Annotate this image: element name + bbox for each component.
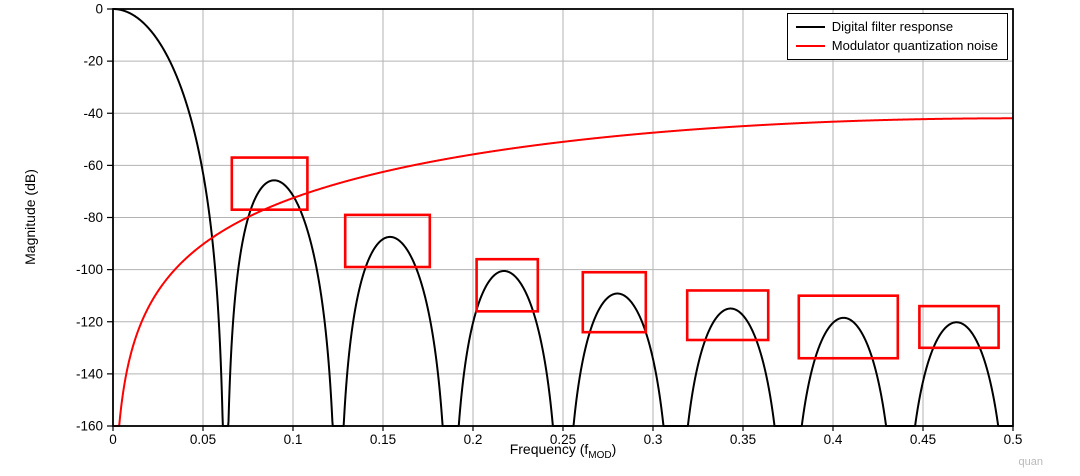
x-tick-label: 0.15 <box>370 432 396 447</box>
highlight-box <box>475 257 540 313</box>
y-tick-label: -140 <box>76 366 103 381</box>
x-tick-label: 0.2 <box>464 432 483 447</box>
highlight-box <box>343 213 432 269</box>
x-axis-title-prefix: Frequency (f <box>509 441 589 457</box>
y-tick-label: -60 <box>83 158 103 173</box>
y-tick-label: -80 <box>83 210 103 225</box>
x-tick-label: 0.35 <box>730 432 756 447</box>
legend-line-filter-response <box>795 26 825 28</box>
x-tick-label: 0.45 <box>910 432 936 447</box>
y-axis-title: Magnitude (dB) <box>22 169 38 265</box>
highlight-box <box>581 270 648 334</box>
watermark-text: quan <box>1018 456 1043 468</box>
x-axis-title-subscript: MOD <box>588 449 612 461</box>
x-tick-label: 0.4 <box>824 432 843 447</box>
legend-line-quantization-noise <box>795 45 825 47</box>
x-axis-title: Frequency (fMOD) <box>510 441 617 461</box>
y-tick-label: -20 <box>83 54 103 69</box>
highlight-box <box>918 304 1000 350</box>
legend: Digital filter response Modulator quanti… <box>786 13 1008 60</box>
legend-item-filter-response: Digital filter response <box>795 19 998 35</box>
legend-item-quantization-noise: Modulator quantization noise <box>795 38 998 54</box>
legend-label-filter-response: Digital filter response <box>831 19 954 34</box>
highlight-box <box>685 289 770 342</box>
y-tick-label: -160 <box>76 419 103 434</box>
x-tick-label: 0.1 <box>284 432 303 447</box>
x-axis-title-suffix: ) <box>611 441 617 457</box>
y-tick-label: 0 <box>95 2 103 17</box>
highlight-box <box>797 294 900 360</box>
x-tick-label: 0 <box>109 432 117 447</box>
plot-frame <box>112 8 1014 427</box>
x-tick-label: 0.3 <box>644 432 663 447</box>
y-tick-label: -100 <box>76 262 103 277</box>
x-tick-label: 0.05 <box>190 432 216 447</box>
legend-label-quantization-noise: Modulator quantization noise <box>831 38 998 53</box>
x-tick-label: 0.5 <box>1004 432 1023 447</box>
x-tick-label: 0.25 <box>550 432 576 447</box>
y-tick-label: -40 <box>83 106 103 121</box>
y-tick-label: -120 <box>76 314 103 329</box>
highlight-box <box>230 156 309 211</box>
